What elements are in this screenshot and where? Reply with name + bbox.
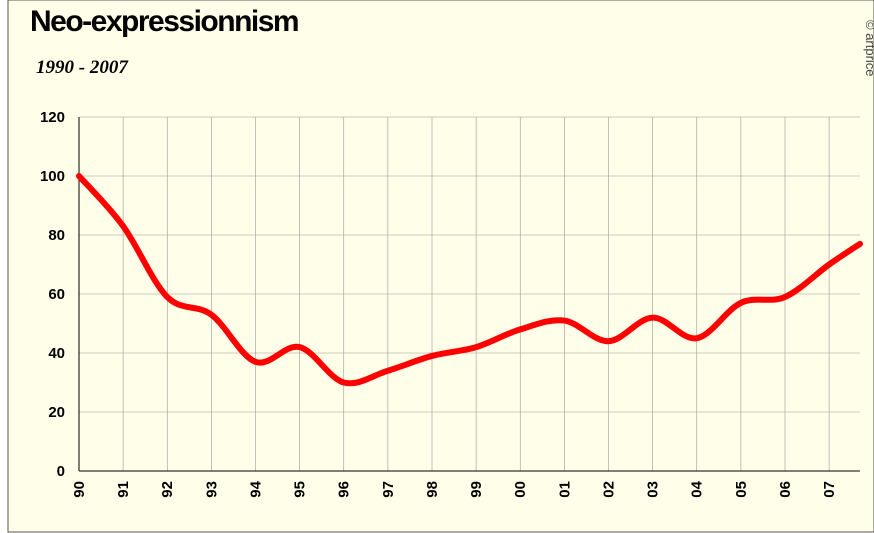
x-tick-label: 02 <box>600 481 617 498</box>
x-tick-label: 96 <box>336 481 353 498</box>
x-tick-label: 91 <box>115 481 132 498</box>
x-tick-label: 92 <box>159 481 176 498</box>
background <box>7 0 874 533</box>
y-tick-label: 40 <box>48 345 65 362</box>
chart-subtitle: 1990 - 2007 <box>36 57 129 78</box>
y-tick-label: 0 <box>57 463 65 480</box>
y-tick-label: 120 <box>40 109 65 126</box>
x-tick-label: 94 <box>247 480 264 497</box>
x-tick-label: 03 <box>645 481 662 498</box>
x-tick-label: 00 <box>512 481 529 498</box>
line <box>76 173 863 387</box>
x-tick-label: 07 <box>821 481 838 498</box>
x-tick-label: 99 <box>468 481 485 498</box>
y-tick-label: 20 <box>48 404 65 421</box>
x-tick-label: 97 <box>380 481 397 498</box>
x-tick-label: 04 <box>689 480 706 497</box>
x-tick-label: 98 <box>424 481 441 498</box>
x-tick-label: 95 <box>292 481 309 498</box>
x-tick-label: 01 <box>556 481 573 498</box>
x-tick-label: 05 <box>733 481 750 498</box>
x-tick-label: 90 <box>71 481 88 498</box>
y-tick-label: 80 <box>48 227 65 244</box>
credit: © artprice <box>863 20 874 77</box>
y-tick-label: 60 <box>48 286 65 303</box>
y-tick-label: 100 <box>40 168 65 185</box>
x-tick-label: 06 <box>777 481 794 498</box>
chart-title: Neo-expressionnism <box>30 5 298 38</box>
x-tick-label: 93 <box>203 481 220 498</box>
